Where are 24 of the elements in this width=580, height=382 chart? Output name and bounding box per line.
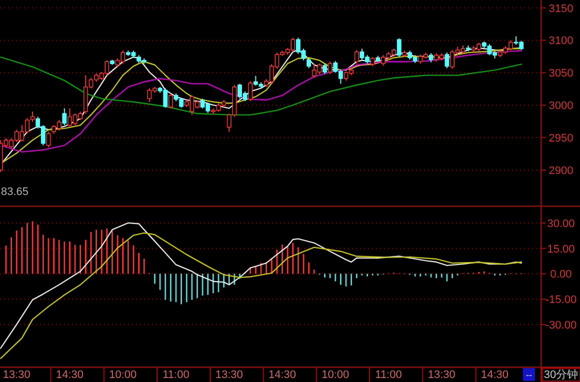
- y-tick-label: 3050: [548, 68, 574, 80]
- y-tick-label: 2950: [548, 132, 574, 145]
- annotation: 83.65: [1, 186, 29, 198]
- y-tick-label: 15.00: [547, 243, 575, 256]
- y-tick-label: 3100: [548, 35, 574, 48]
- text: --: [526, 370, 532, 380]
- x-tick-label: 13:30: [2, 369, 30, 381]
- y-tick-label: 2900: [548, 164, 574, 177]
- x-tick-label: 14:30: [56, 369, 84, 381]
- x-tick-label: 14:30: [481, 369, 509, 381]
- y-tick-label: 3150: [548, 2, 574, 15]
- x-tick-label: 10:00: [109, 369, 137, 381]
- x-tick-label: 11:00: [162, 369, 190, 381]
- y-tick-label: 0.00: [550, 268, 572, 281]
- x-tick-label: 14:30: [268, 369, 296, 381]
- y-tick-label: -15.00: [545, 294, 577, 306]
- text: 30分钟: [544, 369, 578, 381]
- y-tick-label: -30.00: [545, 320, 577, 332]
- y-tick-label: 3000: [548, 100, 574, 112]
- y-tick-label: 30.00: [547, 218, 575, 230]
- x-tick-label: 13:30: [428, 369, 456, 381]
- x-tick-label: 13:30: [215, 369, 243, 381]
- x-tick-label: 11:00: [375, 369, 402, 381]
- x-tick-label: 10:00: [322, 369, 350, 381]
